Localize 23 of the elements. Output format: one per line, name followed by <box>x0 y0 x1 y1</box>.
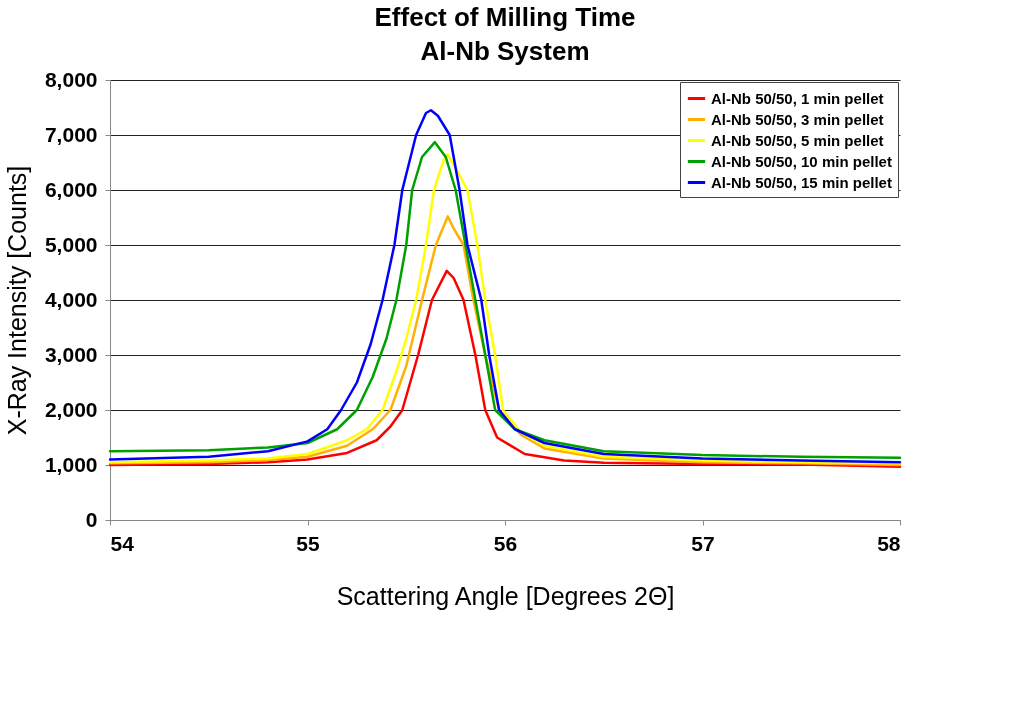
y-tick-label: 8,000 <box>44 67 98 91</box>
y-tick-label: 6,000 <box>44 177 98 201</box>
chart-title: Effect of Milling Time Al-Nb System <box>374 2 636 66</box>
x-tick-label: 54 <box>110 531 135 555</box>
x-tick-label: 58 <box>877 531 901 555</box>
legend-label: Al-Nb 50/50, 5 min pellet <box>711 131 884 149</box>
y-tick-label: 2,000 <box>44 397 98 421</box>
y-tick-label: 7,000 <box>44 122 98 146</box>
line-series <box>108 269 902 468</box>
legend-label: Al-Nb 50/50, 3 min pellet <box>711 110 884 128</box>
legend-label: Al-Nb 50/50, 15 min pellet <box>711 173 892 191</box>
x-tick-label: 55 <box>296 531 320 555</box>
x-tick-label: 57 <box>691 531 715 555</box>
y-tick-label: 0 <box>85 507 98 531</box>
y-tick-label: 5,000 <box>44 232 98 256</box>
x-tick-label: 56 <box>493 531 518 555</box>
y-tick-label: 1,000 <box>44 452 98 476</box>
x-axis-title: Scattering Angle [Degrees 2Θ] <box>336 581 675 610</box>
y-axis-title: X-Ray Intensity [Counts] <box>2 165 31 436</box>
legend-label: Al-Nb 50/50, 10 min pellet <box>711 152 892 170</box>
y-tick-label: 4,000 <box>44 287 98 311</box>
y-tick-label: 3,000 <box>44 342 98 366</box>
legend-label: Al-Nb 50/50, 1 min pellet <box>711 89 884 107</box>
